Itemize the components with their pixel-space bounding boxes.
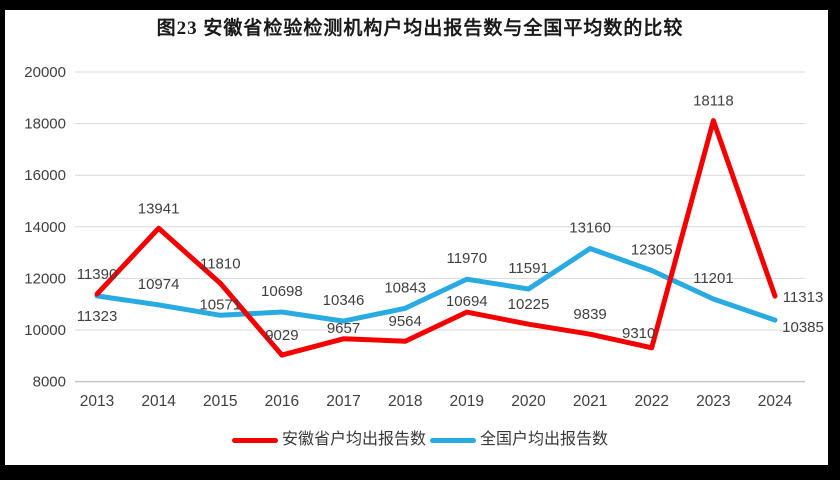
data-label-anhui-2023: 18118: [693, 93, 734, 110]
chart-panel: [5, 10, 828, 465]
legend-item-national: 全国户均出报告数: [430, 432, 608, 448]
x-tick-label-2022: 2022: [634, 393, 668, 410]
data-label-anhui-2014: 13941: [138, 200, 180, 217]
x-tick-label-2021: 2021: [573, 393, 607, 410]
y-tick-label-18000: 18000: [24, 116, 66, 133]
data-label-national-2022: 12305: [631, 242, 673, 259]
data-label-anhui-2022: 9310: [622, 325, 655, 342]
x-tick-label-2014: 2014: [141, 393, 176, 410]
data-label-anhui-2016: 9029: [265, 327, 298, 344]
data-label-anhui-2013: 11390: [77, 266, 118, 283]
legend-swatch-anhui-line-icon: [231, 437, 278, 443]
data-label-anhui-2017: 9657: [327, 320, 360, 337]
legend-swatch-national-line-icon: [430, 437, 476, 443]
y-tick-label-10000: 10000: [24, 322, 66, 339]
data-label-anhui-2020: 10225: [508, 296, 550, 313]
y-tick-label-14000: 14000: [24, 219, 66, 236]
data-label-national-2021: 13160: [569, 220, 611, 237]
data-label-national-2024: 10385: [782, 319, 824, 336]
legend-label-anhui: 安徽省户均出报告数: [281, 431, 426, 448]
x-tick-label-2015: 2015: [203, 393, 237, 410]
x-tick-label-2019: 2019: [450, 393, 484, 410]
national-series-line: [94, 246, 778, 324]
x-tick-label-2023: 2023: [696, 393, 730, 410]
x-tick-label-2013: 2013: [80, 393, 114, 410]
data-label-national-2019: 11970: [446, 250, 487, 267]
y-tick-label-12000: 12000: [24, 270, 66, 287]
anhui-series-line: [94, 118, 778, 358]
x-tick-label-2024: 2024: [758, 393, 793, 410]
data-label-national-2018: 10843: [384, 279, 426, 296]
data-label-national-2020: 11591: [508, 260, 549, 277]
legend-item-anhui: 安徽省户均出报告数: [231, 431, 426, 448]
x-tick-label-2016: 2016: [265, 393, 299, 410]
chart-title: 图23 安徽省检验检测机构户均出报告数与全国平均数的比较: [156, 18, 684, 39]
x-tick-label-2020: 2020: [511, 393, 546, 410]
data-label-anhui-2015: 11810: [200, 255, 241, 272]
data-label-anhui-2021: 9839: [573, 306, 606, 323]
data-label-national-2013: 11323: [77, 308, 118, 325]
data-label-national-2014: 10974: [138, 276, 180, 293]
data-label-national-2017: 10346: [323, 292, 365, 309]
x-tick-label-2018: 2018: [388, 393, 422, 410]
data-label-national-2023: 11201: [693, 270, 734, 287]
data-label-anhui-2024: 11313: [783, 289, 824, 306]
y-tick-label-20000: 20000: [24, 64, 66, 81]
data-label-anhui-2018: 9564: [389, 313, 422, 330]
data-label-national-2015: 10571: [199, 296, 241, 313]
data-label-anhui-2019: 10694: [446, 293, 488, 310]
data-label-national-2016: 10698: [261, 283, 303, 300]
legend-label-national: 全国户均出报告数: [480, 431, 609, 448]
y-tick-label-16000: 16000: [24, 167, 66, 184]
y-tick-label-8000: 8000: [33, 374, 66, 391]
x-tick-label-2017: 2017: [326, 393, 360, 410]
chart-legend: 安徽省户均出报告数 全国户均出报告数: [0, 432, 840, 448]
